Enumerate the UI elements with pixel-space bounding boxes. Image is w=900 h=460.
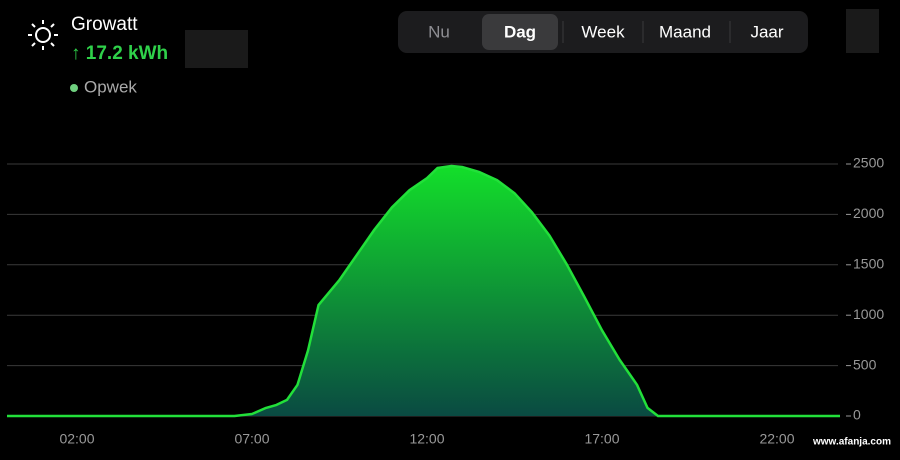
x-tick-label: 12:00 [409, 431, 444, 447]
tab[interactable]: Dag [504, 22, 536, 41]
sun-icon [28, 20, 58, 50]
y-tick-label: 2000 [853, 205, 884, 221]
legend-label: Opwek [84, 77, 137, 96]
total-value: ↑ 17.2 kWh [71, 43, 168, 64]
title: Growatt [71, 14, 138, 35]
x-tick-label: 17:00 [584, 431, 619, 447]
tab[interactable]: Maand [659, 22, 711, 41]
y-tick-label: 1000 [853, 306, 884, 322]
y-tick-label: 500 [853, 356, 877, 372]
line [7, 164, 840, 418]
y-tick-label: 2500 [853, 155, 884, 171]
y-tick-label: 0 [853, 407, 861, 423]
legend-dot [70, 84, 78, 92]
redaction [185, 30, 248, 68]
tab[interactable]: Jaar [750, 22, 783, 41]
watermark: www.afanja.com [812, 437, 891, 448]
tab[interactable]: Week [581, 22, 625, 41]
redaction [846, 9, 879, 53]
x-tick-label: 07:00 [234, 431, 269, 447]
x-tick-label: 22:00 [759, 431, 794, 447]
area [7, 166, 840, 416]
y-tick-label: 1500 [853, 256, 884, 272]
tab[interactable]: Nu [428, 22, 450, 41]
x-tick-label: 02:00 [59, 431, 94, 447]
tab-selected-bg [482, 14, 558, 50]
